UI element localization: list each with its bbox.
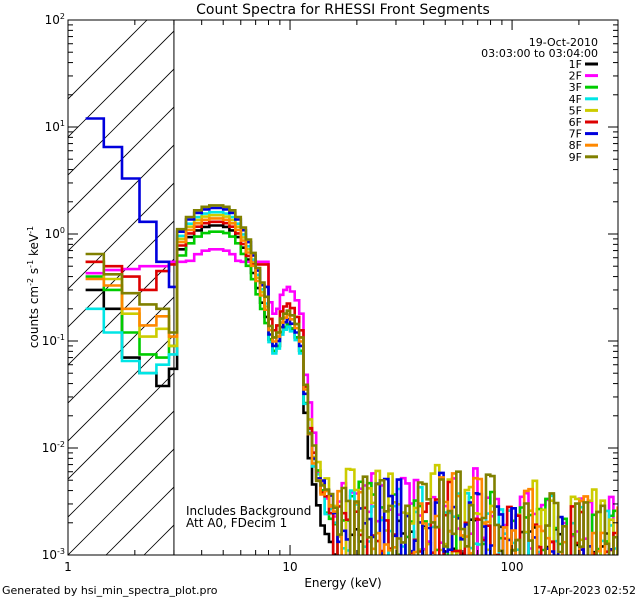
legend-label-6F: 6F [569,116,582,129]
series-group [85,117,618,555]
hatch-line [68,334,174,442]
hatch-line [68,68,174,176]
legend-label-7F: 7F [569,128,582,141]
hatch-line [68,182,174,290]
y-tick-label: 10-1 [42,333,65,348]
legend-label-2F: 2F [569,70,582,83]
hatch-line [68,20,148,100]
y-tick-label: 100 [45,226,65,241]
hatch-line [68,410,174,518]
chart-title: Count Spectra for RHESSI Front Segments [196,2,490,18]
hatch-line [68,144,174,252]
x-axis-label: Energy (keV) [304,576,381,590]
x-tick-label: 10 [282,560,297,574]
x-tick-label: 1 [64,560,72,574]
hatch-line [524,20,640,555]
hatch-line [486,20,640,555]
annotation-attenuator: Att A0, FDecim 1 [186,516,287,530]
y-tick-label: 101 [45,119,65,134]
series-5F [85,213,618,555]
legend-time-range: 03:03:00 to 03:04:00 [481,47,598,60]
legend-date: 19-Oct-2010 [529,36,598,49]
y-tick-label: 10-3 [42,547,65,562]
annotation-background: Includes Background [186,504,311,518]
hatch-line [68,372,174,480]
hatch-line [600,20,640,555]
legend-label-4F: 4F [569,93,582,106]
hatch-line [68,30,174,138]
legend-label-1F: 1F [569,58,582,71]
legend-label-8F: 8F [569,139,582,152]
hatch-line [68,106,174,214]
legend-label-9F: 9F [569,151,582,164]
footer-timestamp: 17-Apr-2023 02:52 [533,584,636,597]
legend-label-3F: 3F [569,81,582,94]
series-9F [85,204,618,555]
plot-frame [67,19,619,556]
footer-generated-by: Generated by hsi_min_spectra_plot.pro [2,584,218,597]
hatch-line [372,20,640,555]
y-axis-label: counts cm-2 s-1 keV-1 [26,226,41,348]
hatch-line [68,448,174,555]
hatch-line [68,220,174,328]
hatch-line [105,486,174,555]
x-tick-label: 100 [501,560,524,574]
y-tick-label: 102 [45,12,65,27]
series-8F [85,217,618,555]
legend-label-5F: 5F [569,104,582,117]
hatch-line [68,258,174,366]
axes: 1 10 100 10-3 10-2 10-1 100 101 102 [42,12,619,574]
y-tick-label: 10-2 [42,440,65,455]
